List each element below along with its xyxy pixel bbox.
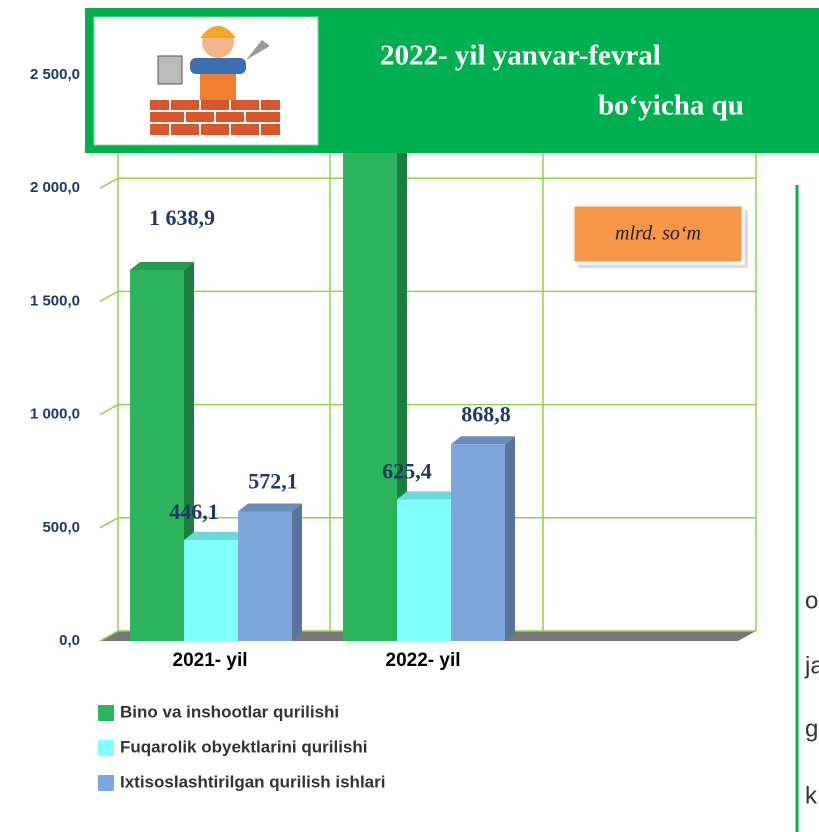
unit-label: mlrd. so‘m [615, 223, 701, 245]
x-tick-label: 2022- yil [386, 650, 461, 671]
grid-line [100, 178, 756, 188]
y-tick-label: 2 500,0 [30, 66, 80, 83]
bar-side [505, 436, 515, 641]
banner: 2022- yil yanvar-fevral bo‘yicha qu [85, 8, 819, 153]
bar-side [292, 503, 302, 641]
y-tick-label: 500,0 [42, 519, 80, 536]
chart: 0,0 500,0 1 000,0 1 500,0 2 000,0 2 500,0 2021… [0, 0, 819, 832]
value-label: 625,4 [382, 458, 432, 483]
bar [184, 540, 238, 641]
legend-label: Ixtisoslashtirilgan qurilish ishlari [120, 772, 385, 791]
legend-label: Bino va inshootlar qurilishi [120, 702, 339, 721]
grid-line [100, 405, 756, 415]
side-text-fragment: ja [804, 652, 819, 679]
value-label: 446,1 [169, 499, 219, 524]
bar [451, 444, 505, 641]
bar [130, 270, 184, 641]
bar-top [130, 262, 194, 270]
y-tick-label: 2 000,0 [30, 179, 80, 196]
value-label: 1 638,9 [149, 205, 215, 230]
side-text-fragment: g [805, 715, 818, 742]
bar-top [451, 436, 515, 444]
bar [238, 511, 292, 641]
y-tick-label: 0,0 [59, 632, 80, 649]
y-tick-label: 1 500,0 [30, 292, 80, 309]
side-text-fragment: k [805, 782, 818, 809]
x-tick-label: 2021- yil [173, 650, 248, 671]
bar-top [238, 503, 302, 511]
grid-line [100, 291, 756, 301]
bar [343, 98, 397, 641]
value-label: 572,1 [248, 469, 298, 494]
bar [397, 499, 451, 641]
legend-swatch [98, 740, 114, 756]
plot-area: 0,0 500,0 1 000,0 1 500,0 2 000,0 2 500,0 2021… [30, 65, 756, 671]
legend-swatch [98, 705, 114, 721]
side-text-fragment: o [805, 587, 818, 614]
legend-swatch [98, 775, 114, 791]
y-tick-label: 1 000,0 [30, 406, 80, 423]
banner-subtitle: bo‘yicha qu [598, 90, 744, 122]
legend-label: Fuqarolik obyektlarini qurilishi [120, 737, 368, 756]
value-label: 868,8 [461, 401, 511, 426]
banner-title: 2022- yil yanvar-fevral [380, 40, 661, 72]
